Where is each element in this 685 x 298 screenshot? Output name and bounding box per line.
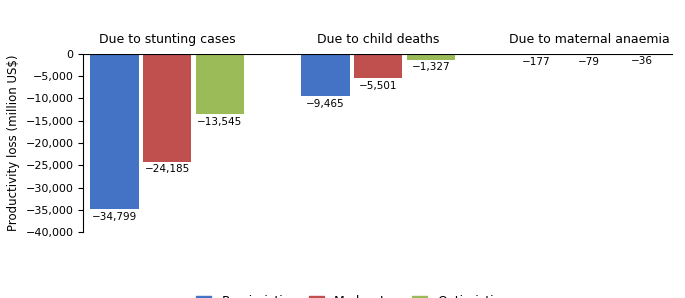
Text: −9,465: −9,465 — [306, 99, 345, 109]
Bar — [301, 54, 350, 96]
Text: −36: −36 — [631, 57, 653, 66]
Bar — [90, 54, 138, 209]
Bar — [407, 54, 456, 60]
Bar — [354, 54, 403, 78]
Bar — [512, 54, 561, 55]
Text: Due to child deaths: Due to child deaths — [317, 33, 439, 46]
Text: −24,185: −24,185 — [145, 164, 190, 174]
Legend: Pessimistic, Moderate, Optimistic: Pessimistic, Moderate, Optimistic — [197, 295, 501, 298]
Text: −34,799: −34,799 — [92, 212, 137, 222]
Text: −177: −177 — [522, 57, 551, 67]
Text: −13,545: −13,545 — [197, 117, 242, 127]
Bar — [196, 54, 244, 114]
Text: −79: −79 — [578, 57, 600, 67]
Text: −1,327: −1,327 — [412, 62, 450, 72]
Text: −5,501: −5,501 — [359, 81, 397, 91]
Bar — [143, 54, 191, 162]
Y-axis label: Productivity loss (million US$): Productivity loss (million US$) — [7, 55, 20, 231]
Text: Due to maternal anaemia: Due to maternal anaemia — [509, 33, 670, 46]
Text: Due to stunting cases: Due to stunting cases — [99, 33, 236, 46]
